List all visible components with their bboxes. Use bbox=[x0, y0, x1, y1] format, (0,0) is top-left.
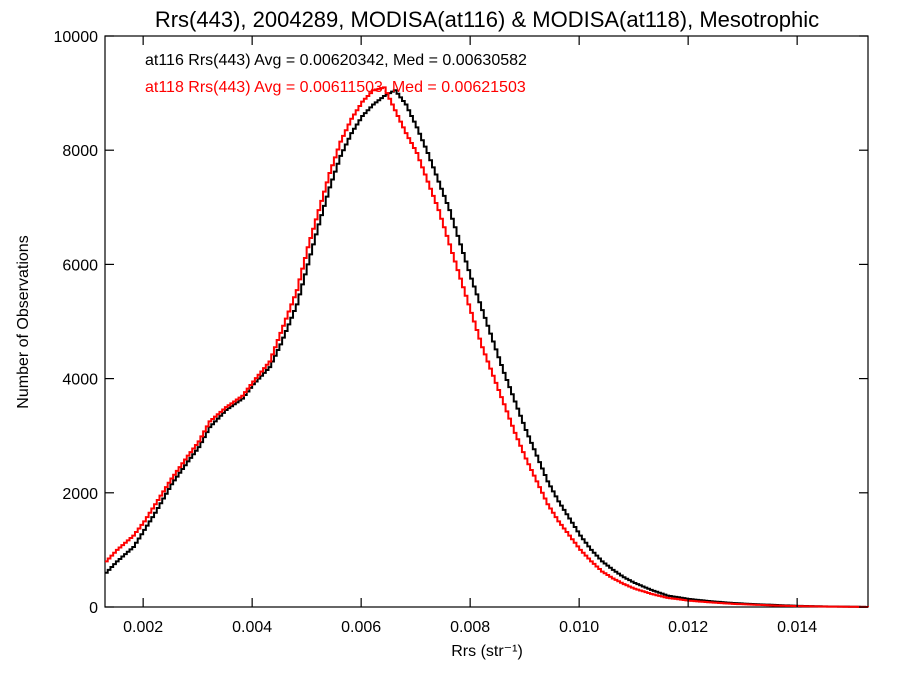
annotation-at116: at116 Rrs(443) Avg = 0.00620342, Med = 0… bbox=[145, 52, 527, 69]
x-tick-label: 0.002 bbox=[123, 619, 163, 636]
x-axis-label: Rrs (str⁻¹) bbox=[451, 643, 523, 660]
chart-title: Rrs(443), 2004289, MODISA(at116) & MODIS… bbox=[155, 7, 819, 32]
y-axis-label: Number of Observations bbox=[15, 235, 32, 408]
y-tick-label: 2000 bbox=[62, 486, 98, 503]
series-layer bbox=[105, 86, 869, 608]
x-tick-label: 0.008 bbox=[450, 619, 490, 636]
y-tick-label: 8000 bbox=[62, 143, 98, 160]
x-axis: 0.002 0.004 0.006 0.008 0.010 0.012 0.014 bbox=[123, 36, 817, 636]
y-tick-label: 4000 bbox=[62, 372, 98, 389]
x-tick-label: 0.006 bbox=[341, 619, 381, 636]
x-tick-label: 0.014 bbox=[777, 619, 817, 636]
x-tick-label: 0.012 bbox=[668, 619, 708, 636]
y-axis: 0 2000 4000 6000 8000 10000 bbox=[54, 29, 868, 617]
annotation-layer: at116 Rrs(443) Avg = 0.00620342, Med = 0… bbox=[145, 52, 527, 96]
plot-area: at116 Rrs(443) Avg = 0.00620342, Med = 0… bbox=[104, 35, 869, 608]
annotation-at118: at118 Rrs(443) Avg = 0.00611503, Med = 0… bbox=[145, 79, 526, 96]
y-tick-label: 6000 bbox=[62, 257, 98, 274]
plot-frame bbox=[104, 35, 869, 608]
series-line-at116 bbox=[105, 89, 869, 608]
y-tick-label: 10000 bbox=[54, 29, 99, 46]
x-tick-label: 0.010 bbox=[559, 619, 599, 636]
series-line-at118 bbox=[105, 86, 869, 608]
y-tick-label: 0 bbox=[89, 600, 98, 617]
x-tick-label: 0.004 bbox=[232, 619, 272, 636]
